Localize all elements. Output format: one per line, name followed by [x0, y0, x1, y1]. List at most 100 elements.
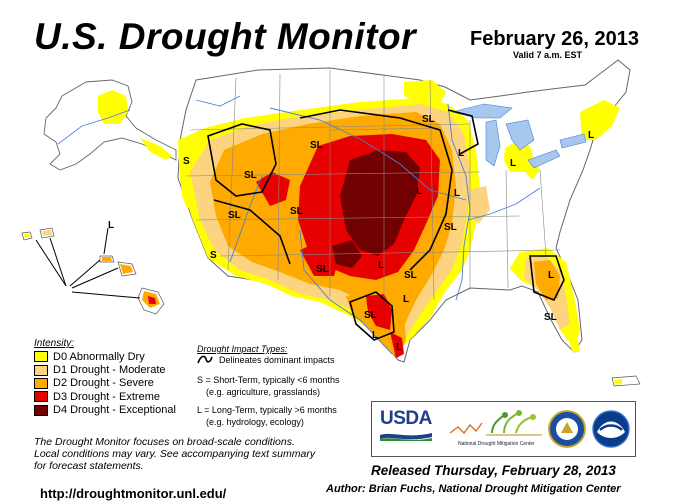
impact-long-term-example: (e.g. hydrology, ecology)	[206, 417, 304, 427]
legend-label-d0: D0 Abnormally Dry	[53, 350, 145, 363]
noaa-logo-icon	[592, 410, 630, 448]
impact-line-midwest	[447, 109, 479, 155]
d3-colorado-utah	[256, 172, 290, 206]
swatch-d2	[34, 377, 48, 389]
columbia-river	[195, 95, 241, 107]
intensity-legend: D0 Abnormally Dry D1 Drought - Moderate …	[34, 350, 176, 417]
impact-line-texas	[349, 291, 395, 341]
lake-erie	[527, 149, 561, 169]
map-label-s-3: S	[210, 250, 217, 261]
map-label-sl-5: SL	[316, 264, 329, 275]
note-line-1: The Drought Monitor focuses on broad-sca…	[34, 436, 295, 448]
map-label-sl-3: SL	[310, 140, 323, 151]
legend-item-d1: D1 Drought - Moderate	[34, 363, 176, 376]
impact-line-west-2	[213, 199, 291, 265]
legend-label-d2: D2 Drought - Severe	[53, 377, 154, 390]
website-url[interactable]: http://droughtmonitor.unl.edu/	[40, 486, 227, 501]
hawaii-big-island-d3	[148, 296, 156, 304]
legend-label-d1: D1 Drought - Moderate	[53, 364, 166, 377]
impact-line-key: Delineates dominant impacts	[197, 355, 335, 365]
hawaii-kauai-d0	[24, 234, 30, 238]
d0-ca-coast	[178, 148, 194, 210]
impact-heading: Drought Impact Types:	[197, 344, 288, 354]
note-line-2: Local conditions may vary. See accompany…	[34, 448, 316, 460]
map-label-sl-9: SL	[544, 312, 557, 323]
release-date: Released Thursday, February 28, 2013	[371, 463, 616, 478]
map-label-sl-6: SL	[422, 114, 435, 125]
legend-item-d2: D2 Drought - Severe	[34, 377, 176, 390]
hawaii	[21, 227, 165, 315]
usda-logo-text: USDA	[380, 408, 432, 429]
impact-line-label: Delineates dominant impacts	[219, 355, 335, 365]
alaska-d0	[98, 90, 128, 124]
impact-boundaries	[207, 109, 565, 341]
map-label-l-3: L	[510, 158, 516, 169]
ohio-river	[467, 187, 541, 221]
hawaii-molokai-d2	[102, 257, 112, 261]
usda-logo: USDA	[380, 408, 432, 441]
map-label-sl-10: SL	[404, 270, 417, 281]
legend-label-d3: D3 Drought - Extreme	[53, 390, 160, 403]
legend-item-d0: D0 Abnormally Dry	[34, 350, 176, 363]
map-label-l-11: L	[108, 220, 114, 231]
hawaii-maui-d2	[120, 264, 133, 274]
hawaii-drought	[24, 230, 160, 308]
d0-new-england	[580, 100, 620, 140]
d0-florida-tip	[568, 336, 580, 352]
map-label-sl-4: SL	[290, 206, 303, 217]
colorado-river	[229, 175, 263, 263]
alaska-d0-se	[140, 138, 172, 160]
alaska-land	[43, 79, 177, 171]
mississippi-river	[447, 103, 471, 301]
commerce-seal-icon	[548, 410, 586, 448]
hawaii-oahu-d1	[42, 230, 52, 236]
lake-michigan	[485, 119, 501, 167]
map-label-sl-2: SL	[228, 210, 241, 221]
impact-line-plains	[299, 109, 453, 271]
map-label-l-10: L	[396, 342, 402, 353]
map-label-s-2: S	[183, 156, 190, 167]
ndmc-logo-text: National Drought Mitigation Center	[458, 441, 535, 447]
map-label-l-4: L	[454, 188, 460, 199]
d0-northern-mn	[404, 80, 446, 104]
map-date: February 26, 2013	[470, 28, 639, 50]
impact-line-west	[207, 123, 277, 197]
map-label-l-6: L	[378, 260, 384, 271]
map-label-l-2: L	[458, 148, 464, 159]
impact-long-term: L = Long-Term, typically >6 months	[197, 405, 337, 415]
impact-short-term-example: (e.g. agriculture, grasslands)	[206, 387, 321, 397]
map-label-l-1: L	[588, 130, 594, 141]
d4-central-plains	[340, 150, 420, 256]
legend-label-d4: D4 Drought - Exceptional	[53, 404, 176, 417]
swatch-d3	[34, 391, 48, 403]
lake-huron	[505, 119, 535, 151]
ndmc-sprout-icon	[449, 410, 542, 436]
usda-wave-icon	[380, 433, 432, 441]
impact-line-southeast	[529, 255, 565, 302]
rivers	[195, 95, 541, 355]
impact-line-icon	[197, 355, 213, 364]
puerto-rico-d0	[614, 379, 622, 385]
missouri-river	[269, 107, 467, 201]
d0-michigan	[504, 142, 534, 172]
map-label-l-5: L	[416, 186, 422, 197]
rio-grande	[299, 229, 393, 355]
hawaii-pointer-lines	[35, 227, 141, 299]
legend-heading: Intensity:	[34, 338, 75, 349]
d1-illinois	[470, 186, 490, 224]
d2-georgia	[534, 260, 560, 300]
author-credit: Author: Brian Fuchs, National Drought Mi…	[326, 483, 621, 495]
d3-texas-south	[366, 294, 392, 330]
map-label-l-9: L	[372, 330, 378, 341]
state-borders	[185, 70, 561, 301]
legend-item-d4: D4 Drought - Exceptional	[34, 404, 176, 417]
page-title: U.S. Drought Monitor	[34, 16, 416, 57]
alaska-river	[57, 109, 131, 145]
legend-item-d3: D3 Drought - Extreme	[34, 390, 176, 403]
map-label-sl-1: SL	[244, 170, 257, 181]
swatch-d0	[34, 351, 48, 363]
ndmc-logo: National Drought Mitigation Center	[442, 407, 552, 453]
partner-logos: USDA National Drought Mitigation Center	[371, 401, 636, 457]
map-label-l-8: L	[548, 270, 554, 281]
